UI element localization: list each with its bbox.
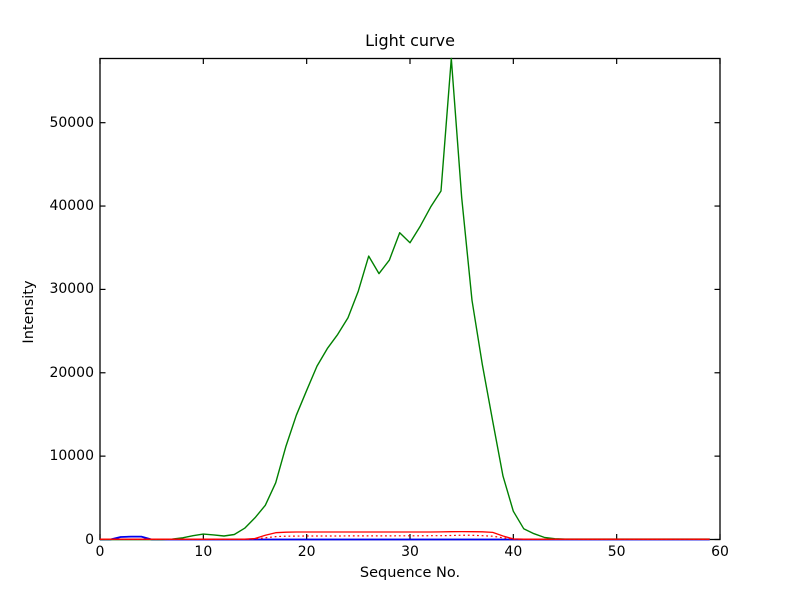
x-tick-label: 20 [297,544,316,560]
x-tick-label: 10 [194,544,213,560]
y-tick-label: 40000 [49,198,94,215]
x-tick-label: 60 [711,544,729,560]
x-tick-label: 50 [607,544,626,560]
y-tick-label: 0 [85,531,94,548]
y-tick-label: 20000 [49,364,94,381]
y-tick-label: 50000 [49,114,94,131]
green-line [100,57,710,541]
x-tick-label: 0 [95,544,105,560]
chart-title: Light curve [365,31,455,50]
plot-frame [99,57,721,541]
y-axis-label: Intensity [21,280,37,344]
x-tick-label: 30 [401,544,419,560]
red-line [100,530,710,540]
y-tick-label: 30000 [49,281,94,298]
x-axis-label: Sequence No. [359,565,461,581]
y-tick-label: 10000 [49,448,94,465]
x-tick-label: 40 [504,544,523,560]
